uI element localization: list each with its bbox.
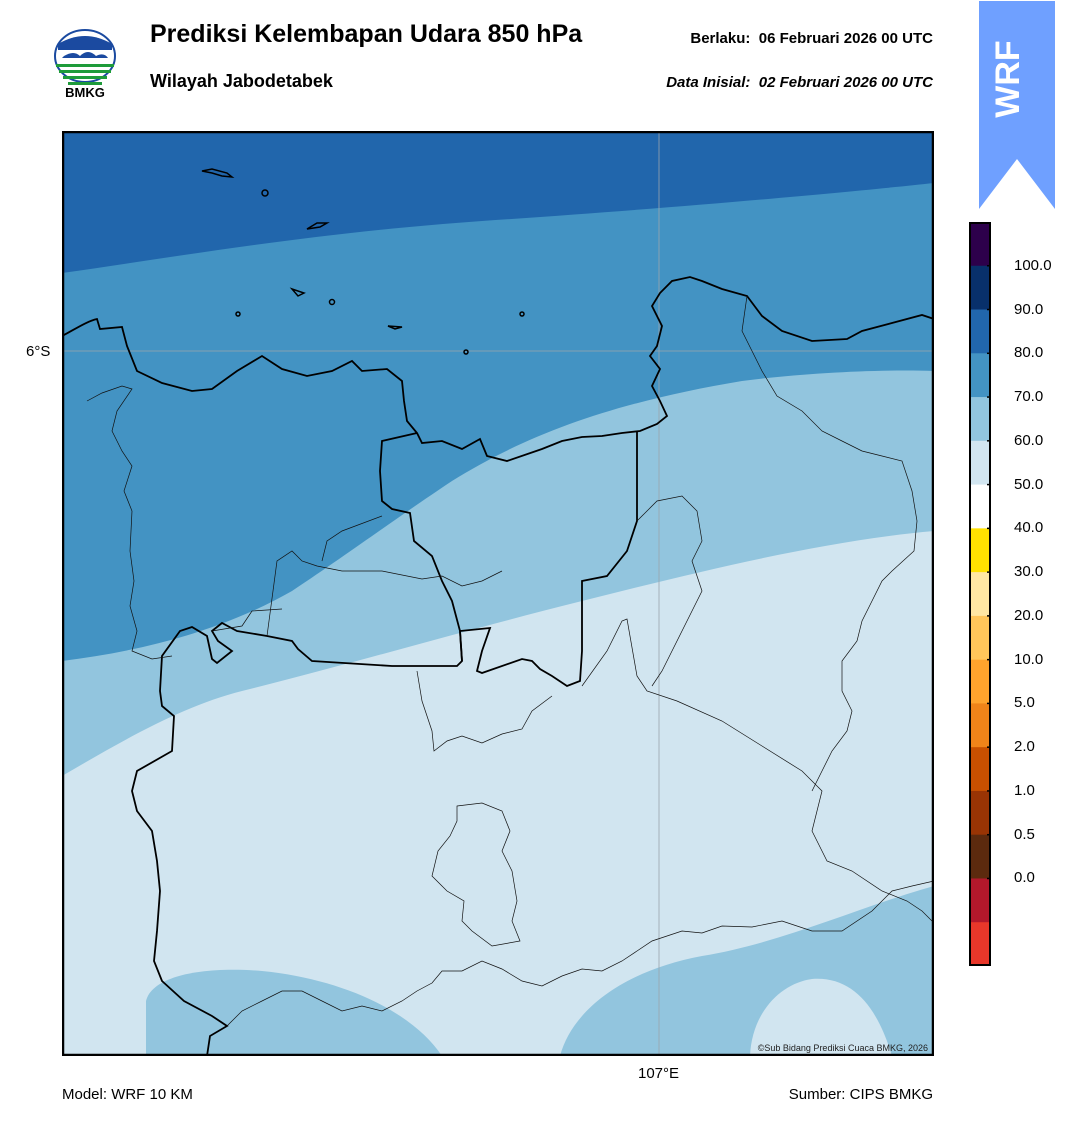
regency-border (211, 570, 503, 632)
island (463, 349, 469, 355)
island (306, 222, 330, 230)
band-80-90 (62, 131, 934, 273)
map-frame (62, 131, 934, 1056)
regency-border (581, 618, 933, 922)
colorbar-label: 1.0 (1014, 781, 1035, 799)
island (201, 168, 235, 178)
island (519, 311, 525, 317)
colorbar (969, 222, 991, 966)
band-70-80 (62, 131, 934, 661)
colorbar-labels: 100.0 90.0 80.0 70.0 60.0 50.0 40.0 30.0 20.0 10.… (1014, 222, 1074, 966)
colorbar-segment (969, 922, 991, 966)
colorbar-segment (969, 659, 991, 704)
colorbar-segment (969, 572, 991, 617)
wrf-badge: WRF (979, 1, 1055, 209)
map-subtitle: Wilayah Jabodetabek (150, 71, 333, 91)
island (235, 311, 241, 317)
humidity-map: ©Sub Bidang Prediksi Cuaca BMKG, 2026 (62, 131, 934, 1056)
province-border (459, 431, 638, 688)
colorbar-segment (969, 353, 991, 398)
colorbar-segment (969, 484, 991, 529)
province-border (131, 432, 463, 1056)
island (328, 298, 336, 306)
regency-border (636, 495, 703, 687)
colorbar-label: 90.0 (1014, 300, 1044, 318)
colorbar-segment (969, 878, 991, 923)
colorbar-label: 30.0 (1014, 563, 1044, 581)
colorbar-label: 0.0 (1014, 869, 1035, 887)
colorbar-label: 100.0 (1014, 256, 1052, 274)
colorbar-frame (969, 222, 991, 966)
valid-value: 06 Februari 2026 00 UTC (758, 30, 933, 47)
colorbar-segment (969, 703, 991, 748)
regency-border (226, 880, 934, 1027)
colorbar-segment (969, 309, 991, 354)
colorbar-label: 10.0 (1014, 650, 1044, 668)
regency-border (266, 515, 383, 637)
logo-text: BMKG (65, 85, 105, 100)
island (289, 287, 306, 297)
colorbar-segment (969, 222, 991, 267)
colorbar-segment (969, 397, 991, 442)
init-value: 02 Februari 2026 00 UTC (758, 74, 933, 91)
colorbar-label: 60.0 (1014, 431, 1044, 449)
model-label: Model: WRF 10 KM (62, 1086, 193, 1103)
wrf-badge-text: WRF (989, 40, 1027, 117)
colorbar-label: 5.0 (1014, 694, 1035, 712)
coastline (62, 276, 934, 462)
colorbar-label: 40.0 (1014, 519, 1044, 537)
island (387, 325, 403, 330)
band-50-60-pocket (750, 978, 892, 1056)
colorbar-segment (969, 747, 991, 792)
bmkg-logo (54, 29, 116, 85)
colorbar-label: 2.0 (1014, 738, 1035, 756)
colorbar-label: 70.0 (1014, 388, 1044, 406)
regency-border (741, 295, 918, 792)
valid-label: Berlaku: (690, 30, 751, 47)
colorbar-label: 20.0 (1014, 606, 1044, 624)
valid-time: Berlaku: 06 Februari 2026 00 UTC (690, 30, 933, 47)
regency-border (431, 802, 521, 947)
colorbar-segment (969, 528, 991, 573)
regency-border (86, 385, 173, 660)
latitude-label: 6°S (26, 343, 51, 360)
regency-border (416, 670, 553, 752)
colorbar-label: 0.5 (1014, 825, 1035, 843)
init-label: Data Inisial: (666, 74, 751, 91)
init-time: Data Inisial: 02 Februari 2026 00 UTC (666, 74, 933, 91)
colorbar-label: 80.0 (1014, 344, 1044, 362)
source-label: Sumber: CIPS BMKG (788, 1086, 933, 1103)
band-60-70-southwest (146, 969, 442, 1056)
colorbar-label: 50.0 (1014, 475, 1044, 493)
colorbar-segment (969, 265, 991, 311)
colorbar-segment (969, 440, 991, 486)
map-credit: ©Sub Bidang Prediksi Cuaca BMKG, 2026 (758, 1043, 928, 1053)
colorbar-segment (969, 615, 991, 661)
longitude-label: 107°E (638, 1065, 680, 1082)
map-title: Prediksi Kelembapan Udara 850 hPa (150, 20, 583, 48)
colorbar-segment (969, 790, 991, 836)
island (261, 189, 269, 197)
colorbar-segment (969, 834, 991, 879)
